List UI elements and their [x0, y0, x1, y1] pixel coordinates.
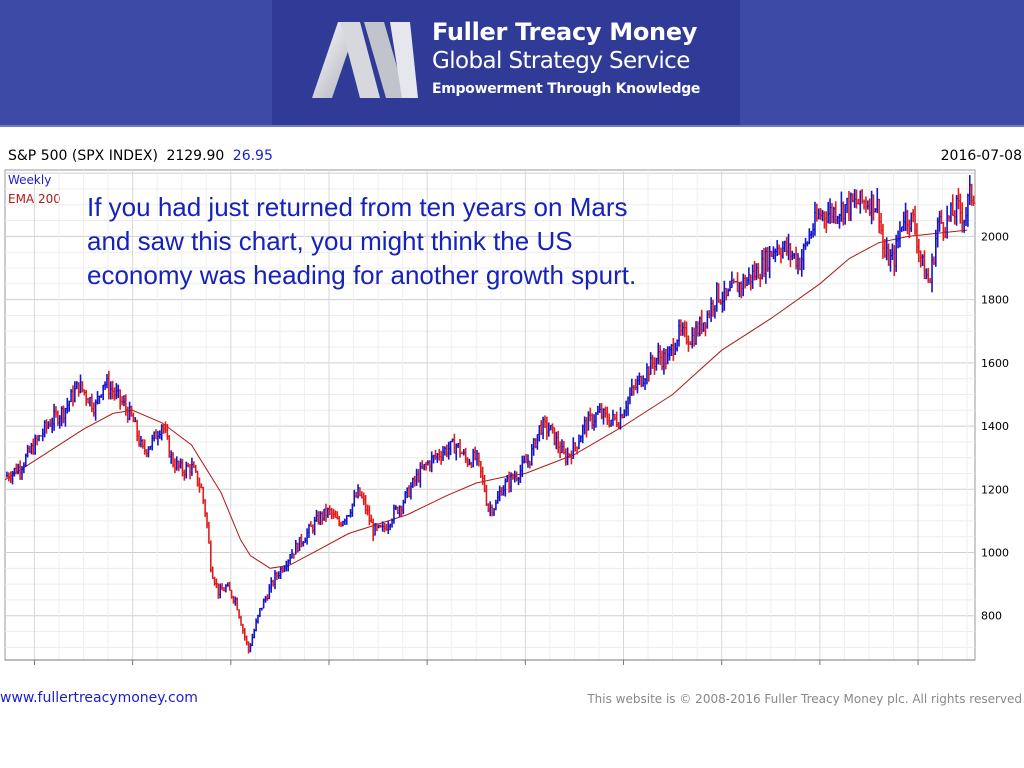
y-axis: 800 1000 1200 1400 1600 1800 2000: [981, 230, 1009, 622]
last-price: 2129.90: [166, 148, 224, 164]
footer-copyright: This website is © 2008-2016 Fuller Treac…: [587, 692, 1022, 706]
brand-panel: Fuller Treacy Money Global Strategy Serv…: [272, 0, 740, 125]
x-axis: 2007 2008 2009 2010 2011 2012 2013 2014 2015 2016: [5, 659, 978, 670]
x-tick-label: 2016: [950, 668, 978, 670]
y-tick-label: 1600: [981, 357, 1009, 370]
chart-grid: [5, 170, 975, 660]
x-tick-label: 2008: [165, 668, 193, 670]
y-tick-label: 1400: [981, 420, 1009, 433]
x-tick-label: 2014: [754, 668, 782, 670]
x-tick-label: 2013: [656, 668, 684, 670]
x-tick-label: 2007: [67, 668, 95, 670]
y-tick-label: 1800: [981, 294, 1009, 307]
brand-title: Fuller Treacy Money: [432, 18, 698, 46]
ema-200-line: [4, 229, 968, 569]
x-tick-label: 2015: [852, 668, 880, 670]
annotation-line-3: economy was heading for another growth s…: [87, 260, 636, 290]
brand-tagline: Empowerment Through Knowledge: [432, 81, 701, 97]
y-tick-label: 800: [981, 610, 1002, 623]
footer-website-link[interactable]: www.fullertreacymoney.com: [0, 690, 198, 706]
x-tick-label: 2010: [361, 668, 389, 670]
header-banner: Fuller Treacy Money Global Strategy Serv…: [0, 0, 1024, 125]
chart-annotation: If you had just returned from ten years …: [87, 192, 636, 290]
x-tick-label: 2009: [263, 668, 291, 670]
spx-chart: S&P 500 (SPX INDEX) 2129.90 26.95 2016-0…: [4, 148, 1022, 670]
fuller-treacy-m-logo-icon: [312, 22, 418, 98]
price-change: 26.95: [233, 148, 273, 164]
y-tick-label: 1000: [981, 547, 1009, 560]
period-label: Weekly: [8, 173, 51, 187]
y-tick-label: 1200: [981, 483, 1009, 496]
x-tick-label: 2011: [459, 668, 487, 670]
annotation-line-2: and saw this chart, you might think the …: [87, 226, 573, 256]
banner-divider: [0, 125, 1024, 127]
ema-series: [4, 229, 968, 569]
chart-title: S&P 500 (SPX INDEX): [8, 148, 158, 164]
svg-text:S&P 500 (SPX INDEX) 2129: S&P 500 (SPX INDEX) 2129.90 26.95: [8, 148, 273, 164]
x-tick-label: 2012: [557, 668, 585, 670]
price-series: [6, 175, 976, 654]
brand-subtitle: Global Strategy Service: [432, 48, 690, 74]
annotation-line-1: If you had just returned from ten years …: [87, 192, 627, 222]
chart-date: 2016-07-08: [941, 148, 1022, 164]
y-tick-label: 2000: [981, 230, 1009, 243]
